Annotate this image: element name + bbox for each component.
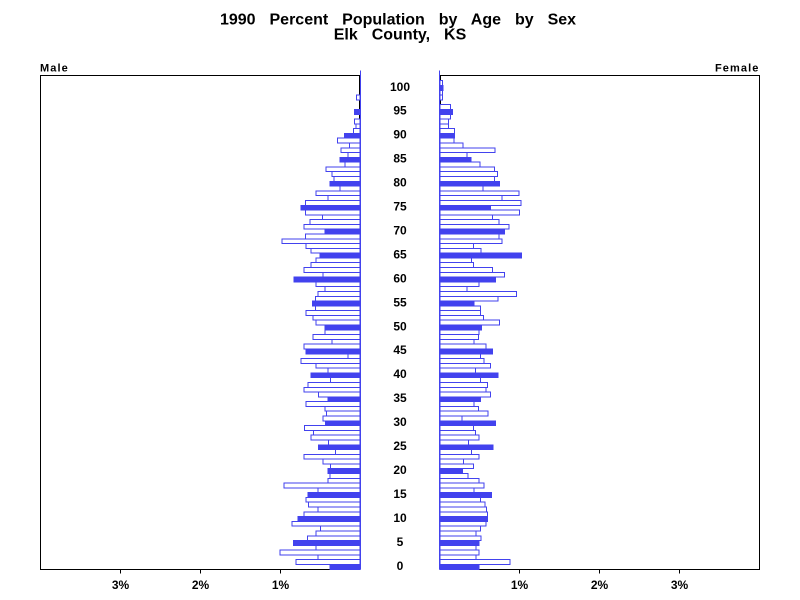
svg-text:3%: 3% [112,578,130,592]
svg-text:40: 40 [393,367,407,381]
svg-text:2%: 2% [591,578,609,592]
svg-text:10: 10 [393,511,407,525]
svg-text:50: 50 [393,319,407,333]
svg-text:1%: 1% [272,578,290,592]
svg-text:2%: 2% [192,578,210,592]
svg-text:Male: Male [40,63,69,75]
svg-text:35: 35 [393,391,407,405]
svg-text:80: 80 [393,176,407,190]
svg-text:15: 15 [393,487,407,501]
svg-text:95: 95 [393,104,407,118]
svg-text:85: 85 [393,152,407,166]
svg-text:30: 30 [393,415,407,429]
svg-text:0: 0 [397,559,404,573]
svg-text:90: 90 [393,128,407,142]
svg-text:1%: 1% [511,578,529,592]
svg-text:55: 55 [393,295,407,309]
svg-text:25: 25 [393,439,407,453]
svg-text:Female: Female [715,63,760,75]
svg-text:60: 60 [393,271,407,285]
svg-text:20: 20 [393,463,407,477]
svg-text:1990 Percent Population by Age: 1990 Percent Population by Age by Sex [220,12,576,29]
svg-text:75: 75 [393,200,407,214]
svg-text:Elk County, KS: Elk County, KS [334,27,467,44]
svg-text:70: 70 [393,223,407,237]
svg-text:3%: 3% [671,578,689,592]
svg-text:5: 5 [397,535,404,549]
svg-text:45: 45 [393,343,407,357]
svg-text:100: 100 [390,80,410,94]
svg-text:65: 65 [393,247,407,261]
